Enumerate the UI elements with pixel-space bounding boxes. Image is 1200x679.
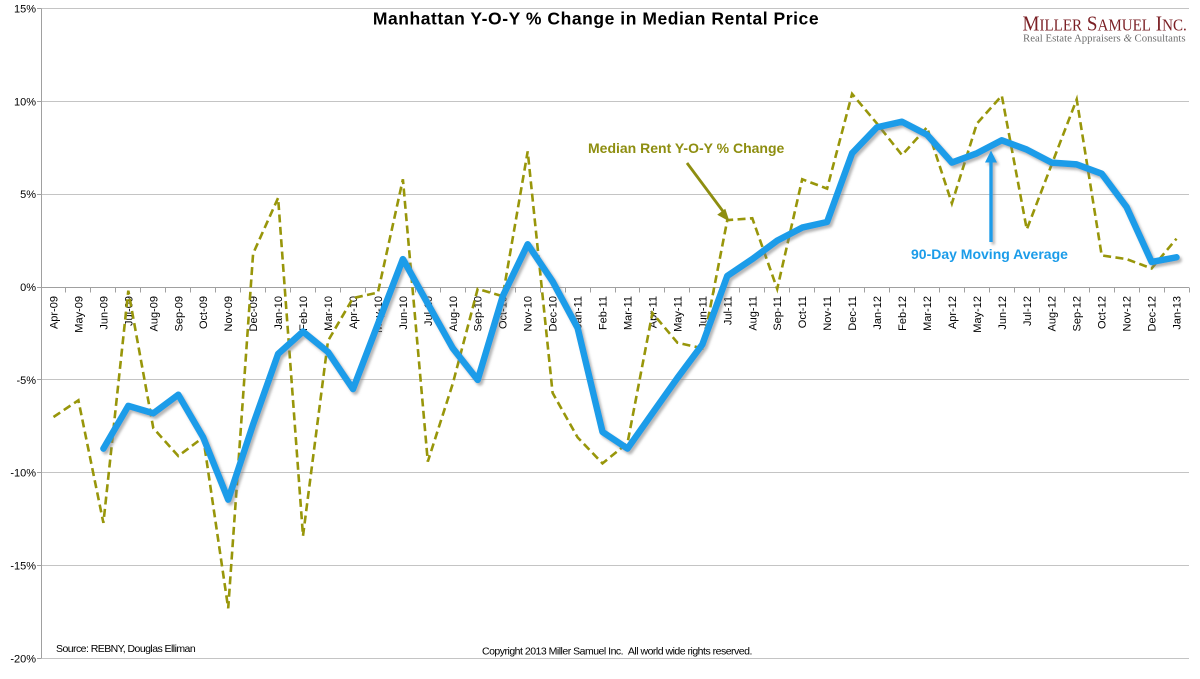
svg-text:Copyright 2013 Miller Samuel I: Copyright 2013 Miller Samuel Inc. All wo… bbox=[482, 646, 752, 658]
svg-text:Jul-12: Jul-12 bbox=[1022, 296, 1034, 326]
svg-text:10%: 10% bbox=[14, 96, 36, 108]
svg-text:-15%: -15% bbox=[10, 561, 36, 573]
svg-text:Aug-11: Aug-11 bbox=[747, 296, 759, 331]
svg-text:Aug-09: Aug-09 bbox=[148, 296, 160, 331]
svg-text:Mar-11: Mar-11 bbox=[623, 296, 635, 330]
svg-text:Median Rent Y-O-Y % Change: Median Rent Y-O-Y % Change bbox=[588, 140, 785, 156]
svg-text:Real Estate Appraisers & Consu: Real Estate Appraisers & Consultants bbox=[1023, 33, 1186, 45]
svg-text:Jan-10: Jan-10 bbox=[273, 296, 285, 330]
svg-text:Nov-12: Nov-12 bbox=[1122, 296, 1134, 331]
svg-text:Jun-10: Jun-10 bbox=[398, 296, 410, 330]
svg-text:Dec-11: Dec-11 bbox=[847, 296, 859, 331]
svg-text:Mar-10: Mar-10 bbox=[323, 296, 335, 331]
svg-text:Dec-12: Dec-12 bbox=[1147, 296, 1159, 331]
svg-text:Sep-09: Sep-09 bbox=[173, 296, 185, 331]
svg-text:Aug-12: Aug-12 bbox=[1047, 296, 1059, 331]
svg-text:Manhattan Y-O-Y % Change in Me: Manhattan Y-O-Y % Change in Median Renta… bbox=[373, 9, 819, 29]
svg-text:Oct-12: Oct-12 bbox=[1097, 296, 1109, 329]
svg-text:Apr-09: Apr-09 bbox=[49, 296, 61, 329]
svg-text:Feb-10: Feb-10 bbox=[298, 296, 310, 331]
svg-text:MILLER SAMUEL INC.: MILLER SAMUEL INC. bbox=[1023, 13, 1187, 36]
svg-text:May-09: May-09 bbox=[73, 296, 85, 333]
svg-text:Jun-12: Jun-12 bbox=[997, 296, 1009, 330]
svg-text:90-Day Moving Average: 90-Day Moving Average bbox=[911, 246, 1068, 262]
svg-text:Apr-11: Apr-11 bbox=[647, 296, 659, 328]
svg-text:-5%: -5% bbox=[16, 375, 36, 387]
svg-text:0%: 0% bbox=[20, 282, 36, 294]
svg-text:Sep-11: Sep-11 bbox=[772, 296, 784, 331]
svg-text:Sep-12: Sep-12 bbox=[1072, 296, 1084, 331]
svg-text:Feb-12: Feb-12 bbox=[897, 296, 909, 331]
svg-text:-10%: -10% bbox=[10, 468, 36, 480]
svg-text:May-12: May-12 bbox=[972, 296, 984, 333]
svg-text:Apr-10: Apr-10 bbox=[348, 296, 360, 329]
svg-text:Jan-12: Jan-12 bbox=[872, 296, 884, 330]
svg-text:Oct-11: Oct-11 bbox=[797, 296, 809, 328]
svg-text:May-11: May-11 bbox=[672, 296, 684, 332]
svg-text:Mar-12: Mar-12 bbox=[922, 296, 934, 331]
svg-text:Sep-10: Sep-10 bbox=[473, 296, 485, 331]
svg-text:Jun-11: Jun-11 bbox=[697, 296, 709, 329]
svg-text:Nov-09: Nov-09 bbox=[223, 296, 235, 331]
svg-text:Jan-13: Jan-13 bbox=[1172, 296, 1184, 330]
svg-text:Jun-09: Jun-09 bbox=[98, 296, 110, 330]
svg-text:Nov-11: Nov-11 bbox=[822, 296, 834, 331]
svg-text:-20%: -20% bbox=[10, 653, 36, 665]
svg-text:Apr-12: Apr-12 bbox=[947, 296, 959, 329]
svg-text:15%: 15% bbox=[14, 3, 36, 15]
svg-text:Jul-11: Jul-11 bbox=[722, 296, 734, 325]
svg-text:5%: 5% bbox=[20, 189, 36, 201]
svg-text:Feb-11: Feb-11 bbox=[598, 296, 610, 330]
svg-text:Oct-09: Oct-09 bbox=[198, 296, 210, 329]
svg-text:Aug-10: Aug-10 bbox=[448, 296, 460, 331]
svg-text:Dec-10: Dec-10 bbox=[548, 296, 560, 331]
svg-text:Dec-09: Dec-09 bbox=[248, 296, 260, 331]
svg-text:Source: REBNY, Douglas Elliman: Source: REBNY, Douglas Elliman bbox=[56, 643, 196, 655]
svg-text:Nov-10: Nov-10 bbox=[523, 296, 535, 331]
